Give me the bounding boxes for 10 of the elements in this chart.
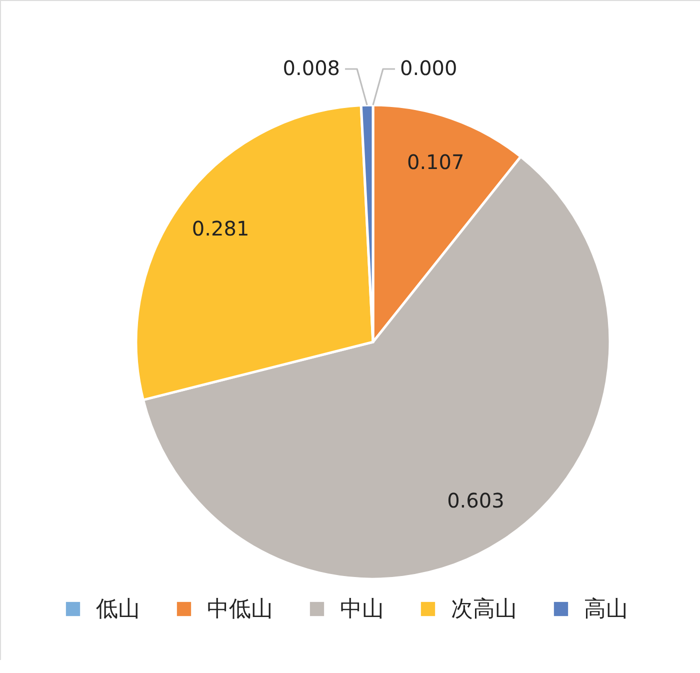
data-label: 0.107 <box>406 150 464 174</box>
legend-label: 高山 <box>584 597 628 622</box>
legend-label: 次高山 <box>451 597 517 622</box>
legend-label: 低山 <box>96 597 140 622</box>
text: 0.000 <box>400 56 458 80</box>
data-label: 0.281 <box>192 216 250 240</box>
legend-label: 中低山 <box>207 597 273 622</box>
data-label: 0.008 <box>282 56 340 80</box>
data-label: 0.603 <box>447 488 504 512</box>
legend-label: 中山 <box>340 597 384 622</box>
